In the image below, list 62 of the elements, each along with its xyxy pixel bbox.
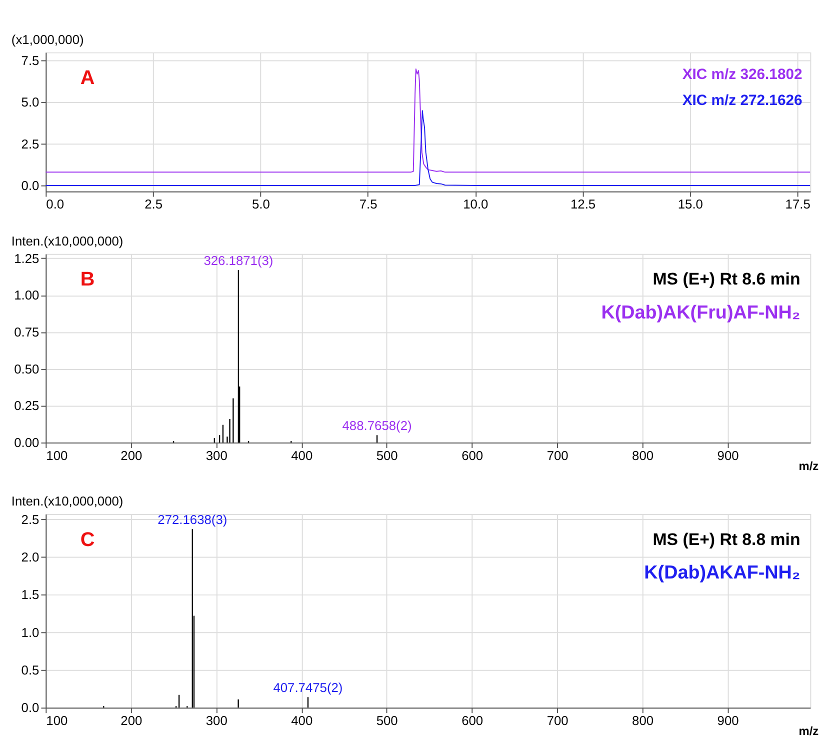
y-tick-label: 1.25 <box>14 250 40 266</box>
x-tick-label: 500 <box>376 448 398 463</box>
x-tick-label: 15.0 <box>678 196 703 212</box>
text: XIC m/z 326.1802 <box>682 67 802 84</box>
x-tick-label: 5.0 <box>252 196 270 212</box>
y-tick-label: 1.00 <box>14 288 40 303</box>
x-tick-label: 300 <box>206 713 228 728</box>
y-axis-title: Inten.(x10,000,000) <box>11 233 124 248</box>
annotation: 272.1638(3) <box>158 512 228 528</box>
annotation: C <box>80 528 95 551</box>
y-tick-label: 0.50 <box>14 361 40 376</box>
x-tick-label: 100 <box>46 448 68 463</box>
y-tick-label: 0.00 <box>14 434 40 450</box>
x-tick-label: 200 <box>120 448 142 463</box>
x-tick-label: 0.0 <box>46 196 64 212</box>
y-tick-label: 1.5 <box>21 587 40 602</box>
x-tick-label: 700 <box>546 713 568 728</box>
annotation: A <box>80 67 95 90</box>
annotation: B <box>80 268 95 291</box>
annotation: K(Dab)AK(Fru)AF-NH₂ <box>601 301 800 322</box>
x-tick-label: 7.5 <box>359 196 378 212</box>
y-tick-label: 7.5 <box>21 53 40 68</box>
x-tick-label: 100 <box>46 713 68 728</box>
x-tick-label: 900 <box>717 713 739 728</box>
y-axis-title: (x1,000,000) <box>11 32 84 47</box>
x-tick-label: 400 <box>291 713 313 728</box>
x-tick-label: 10.0 <box>463 196 488 212</box>
x-tick-label: 600 <box>462 713 484 728</box>
x-tick-label: 300 <box>206 448 228 463</box>
y-tick-label: 0.0 <box>21 178 40 193</box>
x-tick-label: 17.5 <box>785 196 810 212</box>
annotation: K(Dab)AKAF-NH₂ <box>644 562 800 583</box>
y-tick-label: 1.0 <box>21 624 40 640</box>
y-tick-label: 5.0 <box>21 94 40 110</box>
x-tick-label: 500 <box>376 713 398 728</box>
y-tick-label: 2.5 <box>21 512 40 527</box>
text: XIC m/z 272.1626 <box>682 92 802 109</box>
x-axis-title: m/z <box>798 724 819 738</box>
line-series <box>46 68 810 173</box>
x-tick-label: 900 <box>717 448 739 463</box>
x-tick-label: 200 <box>120 713 142 728</box>
y-tick-label: 2.0 <box>21 549 40 564</box>
y-tick-label: 0.0 <box>21 700 40 716</box>
y-tick-label: 0.25 <box>14 398 40 414</box>
x-tick-label: 800 <box>632 448 654 463</box>
y-tick-label: 2.5 <box>21 136 40 152</box>
y-tick-label: 0.5 <box>21 662 40 678</box>
annotation: 407.7475(2) <box>273 680 343 696</box>
y-axis-title: Inten.(x10,000,000) <box>11 494 124 509</box>
x-tick-label: 2.5 <box>144 196 163 212</box>
x-axis-title: m/z <box>798 458 819 473</box>
annotation: 326.1871(3) <box>204 253 274 268</box>
x-tick-label: 800 <box>632 713 654 728</box>
x-tick-label: 700 <box>546 448 568 463</box>
x-tick-label: 12.5 <box>570 196 596 212</box>
annotation: MS (E+) Rt 8.6 min <box>652 270 800 289</box>
line-series <box>46 110 810 186</box>
annotation: 488.7658(2) <box>342 418 412 434</box>
annotation: MS (E+) Rt 8.8 min <box>652 530 800 549</box>
x-tick-label: 600 <box>462 448 484 463</box>
y-tick-label: 0.75 <box>14 324 40 340</box>
x-tick-label: 400 <box>291 448 313 463</box>
